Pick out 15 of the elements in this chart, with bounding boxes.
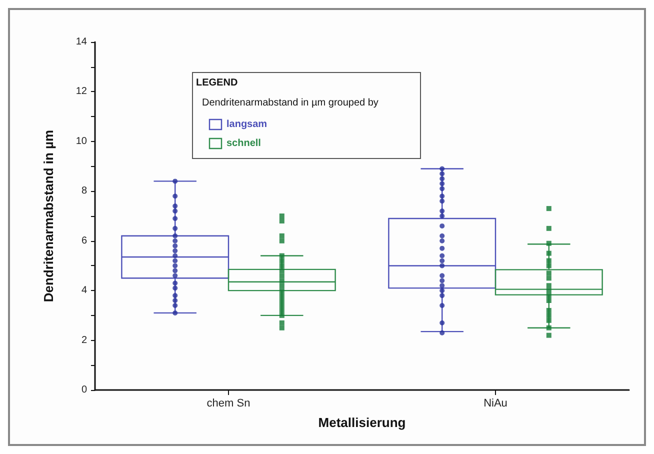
x-tick-label: chem Sn	[206, 398, 250, 410]
y-tick-label: 2	[81, 334, 88, 346]
y-axis-title: Dendritenarmabstand in µm	[41, 130, 56, 302]
x-axis-title: Metallisierung	[318, 415, 406, 430]
legend-label: schnell	[226, 138, 262, 149]
legend-title: LEGEND Dendritenarmabstand in µm grouped by	[196, 78, 378, 108]
y-tick-label: 10	[76, 136, 88, 147]
y-tick-label: 4	[81, 285, 88, 296]
y-tick-label: 0	[81, 384, 88, 396]
legend-label: langsam	[226, 119, 268, 130]
y-tick-label: 12	[76, 86, 88, 98]
y-tick-label: 6	[81, 235, 88, 246]
y-tick-label: 14	[76, 36, 88, 48]
x-tick-label: NiAu	[484, 398, 508, 410]
y-tick-label: 8	[81, 186, 88, 197]
